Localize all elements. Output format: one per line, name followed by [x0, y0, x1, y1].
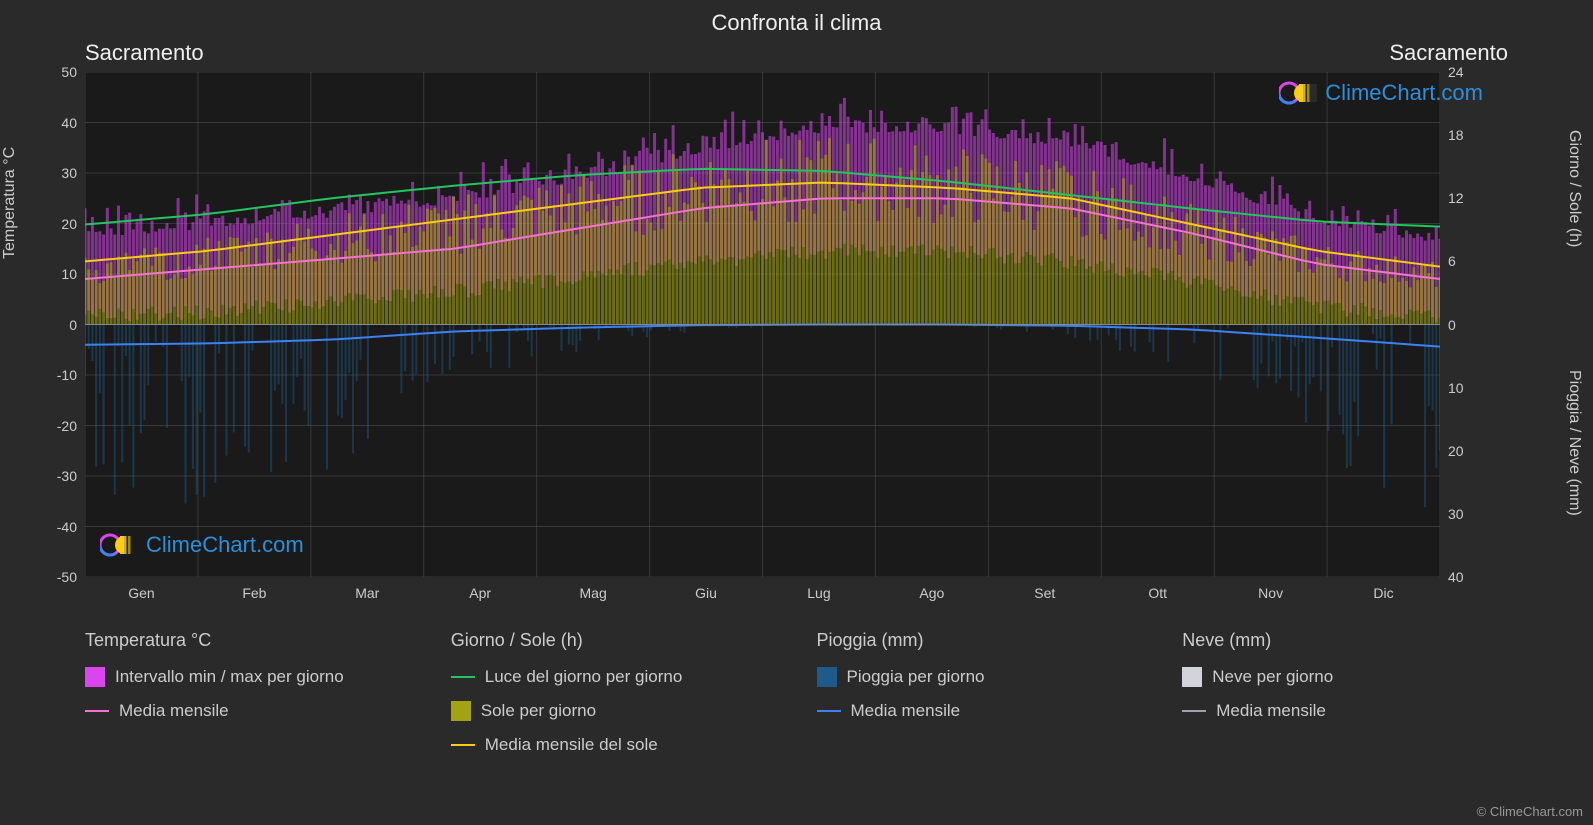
legend-label: Luce del giorno per giorno — [485, 667, 683, 687]
y-tick-left: -10 — [47, 367, 77, 383]
y-tick-right-top: 12 — [1448, 190, 1464, 206]
legend-head: Neve (mm) — [1182, 630, 1508, 651]
legend: Temperatura °C Intervallo min / max per … — [85, 630, 1508, 769]
legend-item: Media mensile — [85, 701, 411, 721]
chart-title: Confronta il clima — [0, 10, 1593, 36]
legend-item: Sole per giorno — [451, 701, 777, 721]
legend-items: Intervallo min / max per giorno Media men… — [85, 667, 411, 721]
legend-label: Intervallo min / max per giorno — [115, 667, 344, 687]
x-tick-month: Mag — [573, 585, 613, 601]
legend-item: Media mensile del sole — [451, 735, 777, 755]
x-tick-month: Feb — [234, 585, 274, 601]
legend-items: Pioggia per giorno Media mensile — [817, 667, 1143, 721]
legend-item: Media mensile — [1182, 701, 1508, 721]
legend-label: Neve per giorno — [1212, 667, 1333, 687]
y-tick-left: 50 — [47, 64, 77, 80]
climechart-logo-icon — [100, 532, 140, 558]
chart-svg — [85, 72, 1440, 577]
y-tick-left: 0 — [47, 317, 77, 333]
location-left: Sacramento — [85, 40, 204, 66]
watermark-bottom: ClimeChart.com — [100, 532, 304, 558]
y-tick-right-bottom: 20 — [1448, 443, 1464, 459]
legend-item: Neve per giorno — [1182, 667, 1508, 687]
legend-head: Giorno / Sole (h) — [451, 630, 777, 651]
legend-swatch — [451, 676, 475, 678]
x-tick-month: Set — [1025, 585, 1065, 601]
legend-swatch — [817, 710, 841, 712]
y-tick-left: -40 — [47, 519, 77, 535]
legend-swatch — [1182, 710, 1206, 712]
y-tick-left: -50 — [47, 569, 77, 585]
y-tick-left: 20 — [47, 216, 77, 232]
chart-plot-area — [85, 72, 1440, 577]
legend-label: Media mensile — [851, 701, 961, 721]
watermark-top: ClimeChart.com — [1279, 80, 1483, 106]
legend-swatch — [451, 744, 475, 746]
y-tick-left: -30 — [47, 468, 77, 484]
x-tick-month: Mar — [347, 585, 387, 601]
x-tick-month: Dic — [1364, 585, 1404, 601]
legend-col-daylight: Giorno / Sole (h) Luce del giorno per gi… — [451, 630, 777, 769]
y-tick-left: 30 — [47, 165, 77, 181]
y-tick-right-top: 18 — [1448, 127, 1464, 143]
y-tick-left: -20 — [47, 418, 77, 434]
legend-head: Temperatura °C — [85, 630, 411, 651]
y-tick-right-top: 0 — [1448, 317, 1456, 333]
y-tick-right-bottom: 40 — [1448, 569, 1464, 585]
legend-swatch — [451, 701, 471, 721]
legend-label: Media mensile — [119, 701, 229, 721]
y-axis-right-top-label: Giorno / Sole (h) — [1565, 130, 1583, 247]
x-tick-month: Gen — [121, 585, 161, 601]
y-axis-left-label: Temperatura °C — [1, 147, 19, 259]
x-tick-month: Lug — [799, 585, 839, 601]
y-tick-left: 40 — [47, 115, 77, 131]
legend-items: Luce del giorno per giorno Sole per giorn… — [451, 667, 777, 755]
watermark-text: ClimeChart.com — [146, 532, 304, 558]
copyright: © ClimeChart.com — [1477, 804, 1583, 819]
legend-col-rain: Pioggia (mm) Pioggia per giorno Media men… — [817, 630, 1143, 769]
legend-swatch — [85, 710, 109, 712]
y-tick-left: 10 — [47, 266, 77, 282]
legend-item: Media mensile — [817, 701, 1143, 721]
y-axis-right-bottom-label: Pioggia / Neve (mm) — [1565, 370, 1583, 516]
x-tick-month: Apr — [460, 585, 500, 601]
y-tick-right-top: 6 — [1448, 253, 1456, 269]
legend-item: Luce del giorno per giorno — [451, 667, 777, 687]
y-tick-right-bottom: 10 — [1448, 380, 1464, 396]
legend-items: Neve per giorno Media mensile — [1182, 667, 1508, 721]
legend-swatch — [817, 667, 837, 687]
x-tick-month: Giu — [686, 585, 726, 601]
x-tick-month: Ago — [912, 585, 952, 601]
y-tick-right-bottom: 30 — [1448, 506, 1464, 522]
legend-item: Intervallo min / max per giorno — [85, 667, 411, 687]
legend-head: Pioggia (mm) — [817, 630, 1143, 651]
y-tick-right-top: 24 — [1448, 64, 1464, 80]
x-tick-month: Nov — [1251, 585, 1291, 601]
legend-col-snow: Neve (mm) Neve per giorno Media mensile — [1182, 630, 1508, 769]
climechart-logo-icon — [1279, 80, 1319, 106]
watermark-text: ClimeChart.com — [1325, 80, 1483, 106]
x-tick-month: Ott — [1138, 585, 1178, 601]
legend-col-temperature: Temperatura °C Intervallo min / max per … — [85, 630, 411, 769]
legend-label: Sole per giorno — [481, 701, 596, 721]
location-right: Sacramento — [1389, 40, 1508, 66]
legend-swatch — [85, 667, 105, 687]
legend-swatch — [1182, 667, 1202, 687]
legend-label: Media mensile — [1216, 701, 1326, 721]
legend-label: Pioggia per giorno — [847, 667, 985, 687]
legend-label: Media mensile del sole — [485, 735, 658, 755]
legend-item: Pioggia per giorno — [817, 667, 1143, 687]
